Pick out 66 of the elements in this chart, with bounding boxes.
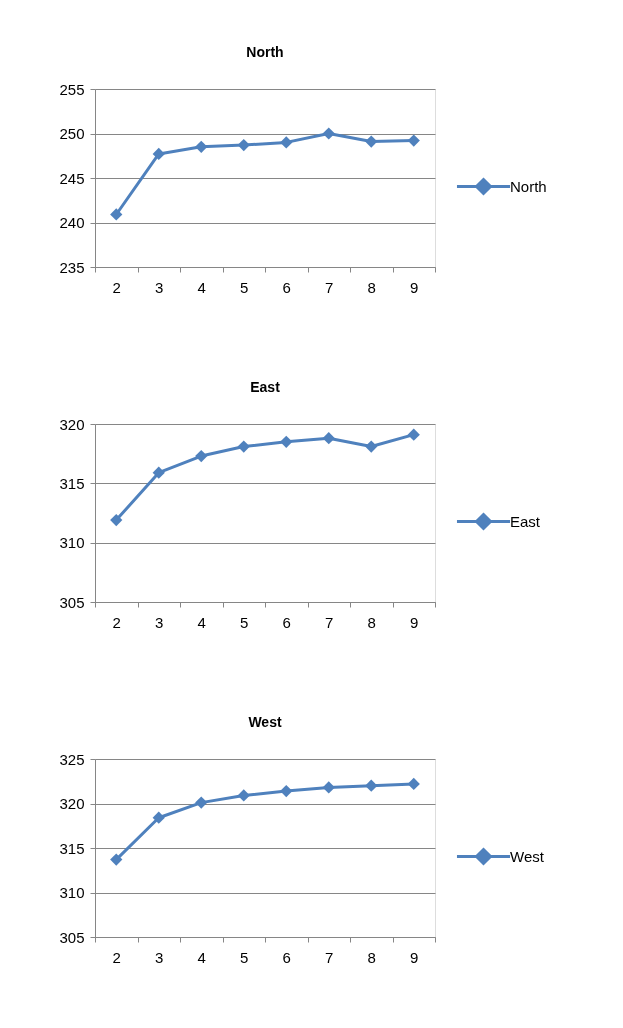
y-tick-label: 245 [59,169,85,187]
point [152,811,165,824]
x-tick-label: 6 [282,613,291,631]
x-tick-label: 3 [155,948,164,966]
point [407,134,420,147]
x-tick-label: 7 [325,278,334,296]
y-tick-label: 255 [59,80,85,98]
chart-title: East [250,379,281,395]
y-tick-label: 310 [59,534,85,552]
x-tick-label: 9 [410,278,419,296]
point [152,147,165,161]
point [407,428,420,441]
x-tick-label: 2 [112,278,121,296]
point [407,777,420,791]
point [110,514,123,527]
x-tick-label: 5 [240,613,249,631]
point [237,789,250,802]
point [280,435,293,448]
y-tick-label: 235 [59,258,85,276]
y-tick-label: 315 [59,839,85,857]
x-tick-label: 6 [282,278,291,296]
point [110,853,123,866]
x-tick-label: 4 [197,278,206,296]
x-tick-label: 8 [367,278,376,296]
point [322,781,335,794]
x-tick-label: 4 [197,948,206,966]
point [322,432,335,445]
y-tick-label: 240 [59,214,85,231]
point [280,136,293,149]
x-tick-label: 3 [155,613,164,631]
y-tick-label: 305 [59,593,85,611]
point [365,440,378,453]
y-tick-label: 250 [59,125,85,142]
x-tick-label: 8 [367,948,376,966]
point [195,449,208,463]
point [152,466,165,479]
x-tick-label: 3 [155,278,164,296]
x-tick-label: 9 [410,613,419,631]
x-tick-label: 8 [367,613,376,631]
y-tick-label: 320 [59,415,85,433]
legend-label: North [510,177,547,195]
point [110,208,123,221]
y-tick-label: 305 [59,928,85,946]
point [195,796,208,809]
point [237,440,250,453]
x-tick-label: 2 [112,613,121,631]
chart-title: West [248,714,282,730]
x-tick-label: 7 [325,613,334,631]
chart-title: North [246,44,284,60]
point [237,138,250,152]
x-tick-label: 2 [112,948,121,966]
point [322,127,335,140]
x-tick-label: 4 [197,613,206,631]
legend-label: West [510,847,545,865]
x-tick-label: 9 [410,948,419,966]
x-tick-label: 7 [325,948,334,966]
y-tick-label: 320 [59,795,85,812]
y-tick-label: 310 [59,884,85,901]
point [365,135,378,148]
y-tick-label: 315 [59,474,85,492]
legend-label: East [510,512,541,530]
x-tick-label: 6 [282,948,291,966]
y-tick-label: 325 [59,750,85,768]
x-tick-label: 5 [240,278,249,296]
point [280,784,293,798]
x-tick-label: 5 [240,948,249,966]
